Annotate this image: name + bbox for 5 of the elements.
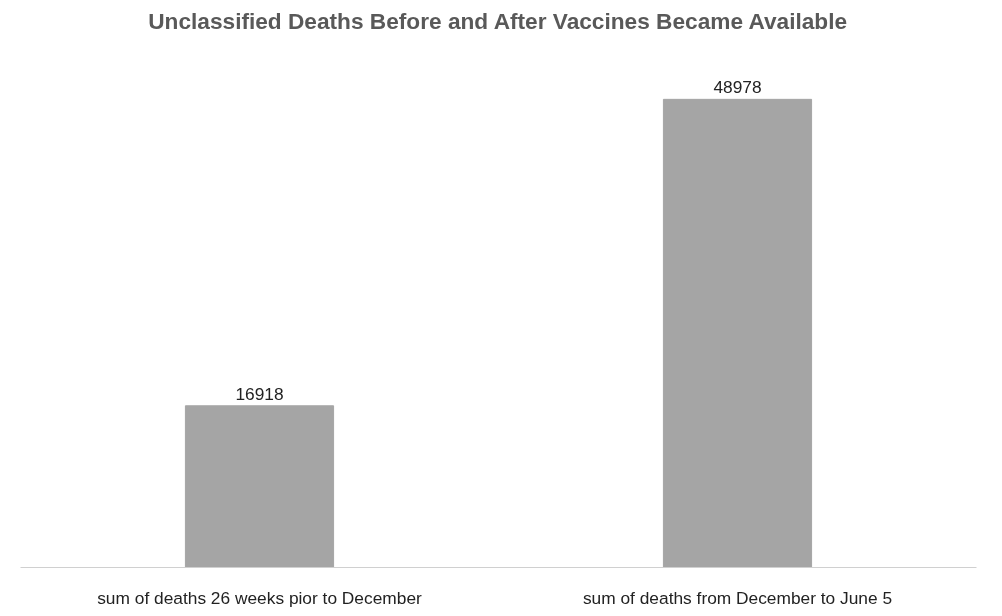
data-label: 16918 [235,383,284,404]
data-label: 48978 [713,77,762,98]
chart-title: Unclassified Deaths Before and After Vaccines Became Available [148,7,848,34]
x-tick-label: sum of deaths 26 weeks pior to December [97,587,423,608]
x-tick-label: sum of deaths from December to June 5 [582,587,893,608]
